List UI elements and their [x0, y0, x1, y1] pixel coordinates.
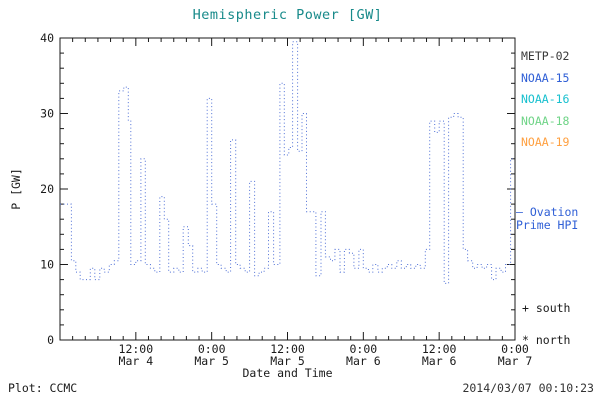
ovation-label-line2: Prime HPI [516, 218, 579, 232]
legend-item-metp02: METP-02 [521, 49, 570, 63]
svg-text:0:00: 0:00 [198, 342, 226, 356]
ovation-prime-label: – Ovation Prime HPI [516, 206, 600, 232]
north-marker-label: * north [522, 333, 571, 347]
svg-text:Mar 5: Mar 5 [270, 354, 305, 368]
svg-text:Mar 4: Mar 4 [119, 354, 154, 368]
plot-title: Hemispheric Power [GW] [192, 7, 383, 23]
svg-text:12:00: 12:00 [270, 342, 305, 356]
plot-credit: Plot: CCMC [8, 381, 78, 395]
legend-item-noaa16: NOAA-16 [521, 92, 570, 106]
south-marker-label: + south [522, 301, 571, 315]
legend-item-noaa15: NOAA-15 [521, 70, 570, 85]
svg-text:Mar 5: Mar 5 [194, 354, 229, 368]
svg-text:12:00: 12:00 [119, 342, 154, 356]
satellite-legend: METP-02 NOAA-15 NOAA-16 NOAA-18 NOAA-19 [521, 46, 599, 154]
plot-timestamp: 2014/03/07 00:10:23 [462, 381, 594, 395]
svg-text:12:00: 12:00 [422, 342, 457, 356]
svg-text:10: 10 [40, 258, 54, 272]
svg-text:0:00: 0:00 [501, 342, 529, 356]
x-axis-label: Date and Time [242, 366, 333, 380]
svg-text:0: 0 [47, 333, 54, 347]
svg-text:Mar 6: Mar 6 [422, 354, 457, 368]
svg-text:30: 30 [40, 107, 54, 121]
svg-text:40: 40 [40, 31, 54, 45]
svg-text:20: 20 [40, 182, 54, 196]
svg-text:0:00: 0:00 [349, 342, 377, 356]
ovation-label-line1: – Ovation [516, 205, 579, 219]
legend-item-noaa19: NOAA-19 [521, 135, 570, 149]
svg-text:Mar 7: Mar 7 [498, 354, 533, 368]
legend-item-noaa18: NOAA-18 [521, 113, 570, 128]
svg-text:Mar 6: Mar 6 [346, 354, 381, 368]
